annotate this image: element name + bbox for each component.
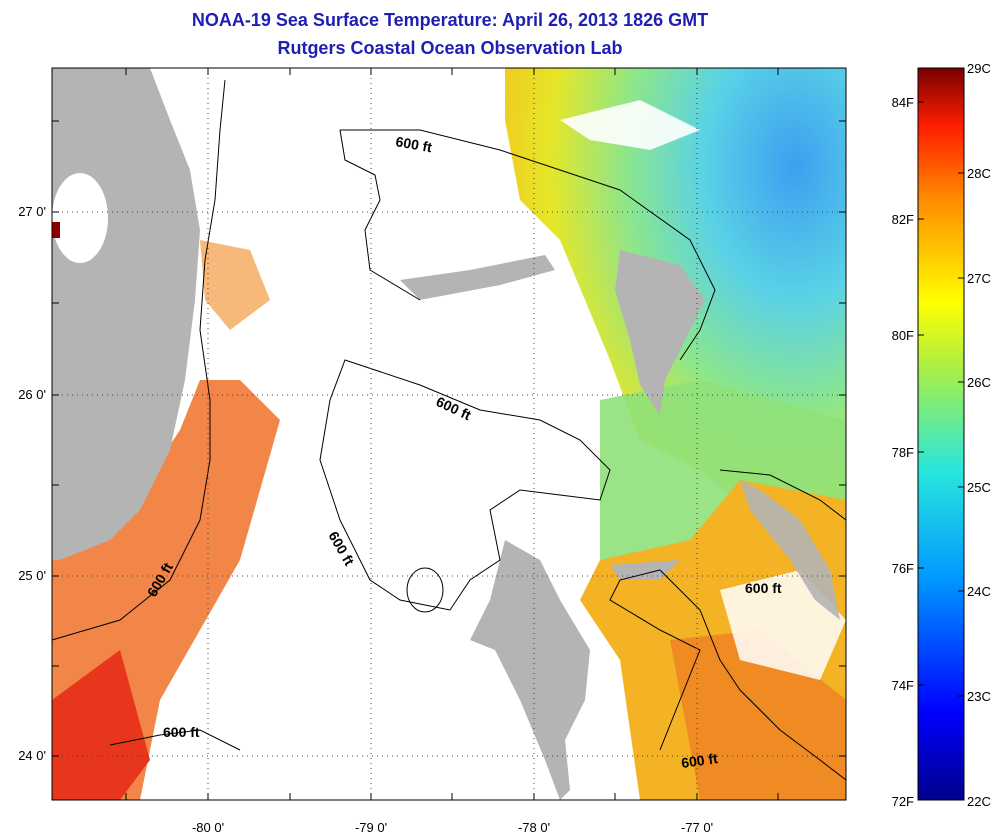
colorbar-celsius-label: 22C — [967, 794, 991, 809]
isobath-600ft — [109, 729, 241, 751]
colorbar-celsius-label: 27C — [967, 271, 991, 286]
colorbar-celsius-label: 23C — [967, 689, 991, 704]
map-frame — [51, 67, 847, 801]
y-tick-label: 26 0' — [18, 387, 46, 402]
x-tick-label: -80 0' — [192, 820, 224, 835]
contour-label: 600 ft — [745, 580, 782, 596]
colorbar-ticks — [918, 101, 964, 697]
y-tick-label: 25 0' — [18, 568, 46, 583]
isobath-600ft — [609, 569, 846, 781]
sst-scatter — [200, 240, 270, 330]
contour-label: 600 ft — [680, 750, 719, 771]
eleuthera-island — [740, 480, 840, 620]
lake-okeechobee — [52, 173, 108, 263]
grand-bahama — [400, 255, 555, 300]
isobath-600ft — [52, 79, 226, 641]
colorbar — [917, 67, 965, 801]
x-tick-label: -77 0' — [681, 820, 713, 835]
abaco-island — [615, 250, 705, 415]
colorbar-celsius-label: 29C — [967, 61, 991, 76]
colorbar-fahrenheit-label: 72F — [892, 794, 914, 809]
contour-label: 600 ft — [394, 133, 433, 155]
colorbar-fahrenheit-label: 80F — [892, 328, 914, 343]
x-tick-label: -79 0' — [355, 820, 387, 835]
colorbar-celsius-label: 24C — [967, 584, 991, 599]
graticule — [52, 68, 846, 800]
isobath-600ft — [406, 567, 444, 613]
map-subtitle: Rutgers Coastal Ocean Observation Lab — [277, 38, 623, 58]
contour-label: 600 ft — [163, 724, 200, 740]
x-tick-label: -78 0' — [518, 820, 550, 835]
new-providence — [610, 560, 680, 580]
cloud-patch — [560, 100, 700, 150]
hot-pixel — [52, 222, 60, 238]
colorbar-fahrenheit-label: 74F — [892, 678, 914, 693]
colorbar-fahrenheit-label: 84F — [892, 95, 914, 110]
y-tick-label: 24 0' — [18, 748, 46, 763]
colorbar-celsius-label: 26C — [967, 375, 991, 390]
colorbar-fahrenheit-label: 76F — [892, 561, 914, 576]
andros-island — [470, 540, 590, 800]
colorbar-fahrenheit-label: 82F — [892, 212, 914, 227]
map-title: NOAA-19 Sea Surface Temperature: April 2… — [191, 10, 709, 30]
colorbar-celsius-label: 25C — [967, 480, 991, 495]
colorbar-fahrenheit-label: 78F — [892, 445, 914, 460]
sst-hot-patch — [52, 650, 150, 800]
axis-ticks — [52, 68, 846, 800]
isobath-600ft — [719, 469, 846, 521]
isobath-600ft — [319, 359, 611, 611]
isobath-600ft — [339, 129, 716, 361]
y-tick-label: 27 0' — [18, 204, 46, 219]
colorbar-celsius-label: 28C — [967, 166, 991, 181]
